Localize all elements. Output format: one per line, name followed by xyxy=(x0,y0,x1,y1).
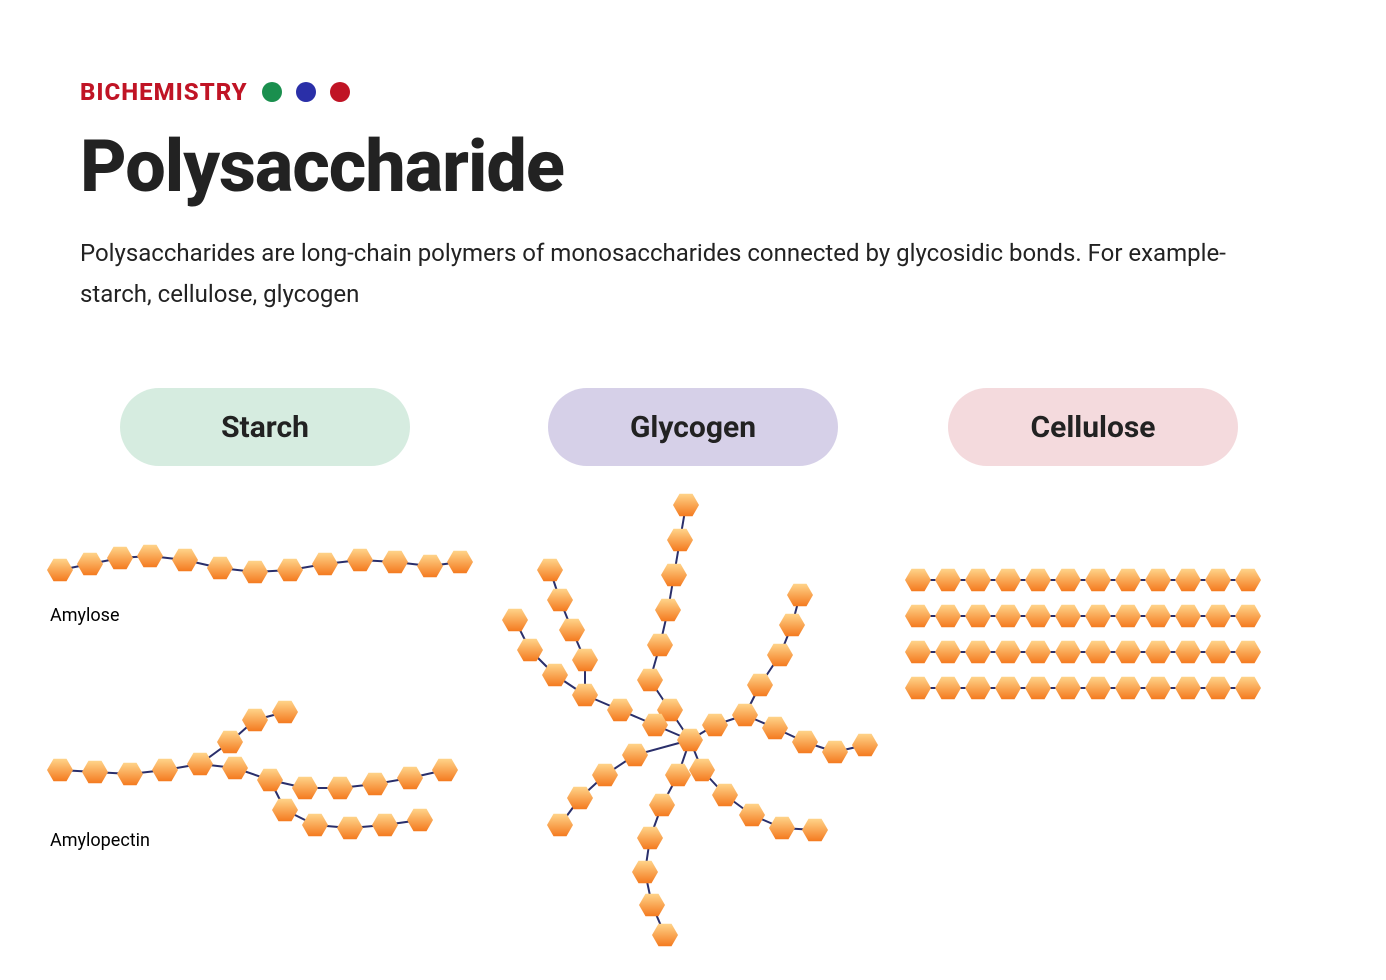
page-description: Polysaccharides are long-chain polymers … xyxy=(80,233,1300,315)
category-row: BICHEMISTRY xyxy=(80,78,1300,106)
amylose-diagram xyxy=(50,530,470,600)
pill-cellulose: Cellulose xyxy=(948,388,1238,466)
pill-glycogen-label: Glycogen xyxy=(630,410,756,445)
dot-red xyxy=(330,82,350,102)
diagram-area: Amylose Amylopectin xyxy=(0,460,1386,980)
header: BICHEMISTRY Polysaccharide Polysaccharid… xyxy=(80,78,1300,315)
pill-starch: Starch xyxy=(120,388,410,466)
pill-glycogen: Glycogen xyxy=(548,388,838,466)
cellulose-diagram xyxy=(900,560,1290,730)
amylose-label: Amylose xyxy=(50,605,120,626)
page-title: Polysaccharide xyxy=(80,124,1300,209)
amylopectin-diagram xyxy=(50,670,470,850)
amylopectin-label: Amylopectin xyxy=(50,830,150,851)
pill-cellulose-label: Cellulose xyxy=(1031,410,1156,445)
pill-starch-label: Starch xyxy=(221,410,309,445)
glycogen-diagram xyxy=(490,480,890,950)
dot-blue xyxy=(296,82,316,102)
dot-green xyxy=(262,82,282,102)
category-label: BICHEMISTRY xyxy=(80,78,248,106)
